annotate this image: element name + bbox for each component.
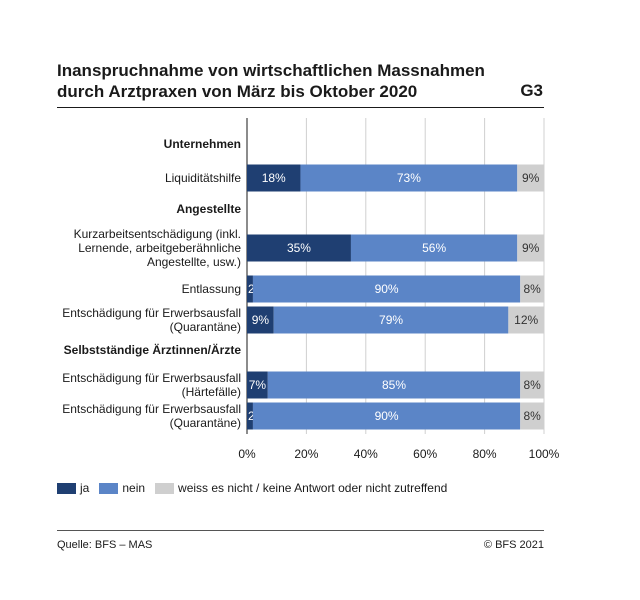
legend-item-nein: nein — [99, 481, 145, 495]
category-label: Entschädigung für Erwerbsausfall — [62, 306, 241, 320]
data-label: 90% — [375, 282, 399, 296]
bar-segment-nein — [252, 275, 521, 303]
bar-segment-weiss — [517, 164, 544, 192]
copyright-note: © BFS 2021 — [483, 539, 544, 551]
category-label: (Quarantäne) — [170, 416, 241, 430]
data-label: 56% — [422, 241, 446, 255]
legend-item-weiss: weiss es nicht / keine Antwort oder nich… — [155, 481, 447, 495]
bar-segment-ja — [247, 275, 253, 303]
x-tick-label: 80% — [473, 447, 497, 461]
data-label: 8% — [523, 282, 541, 296]
category-label: Angestellte, usw.) — [147, 255, 241, 269]
group-header: Unternehmen — [164, 137, 241, 151]
x-tick-label: 100% — [529, 447, 560, 461]
x-tick-label: 60% — [413, 447, 437, 461]
data-label: 79% — [379, 313, 403, 327]
group-header: Angestellte — [176, 202, 241, 216]
bar-segment-ja — [247, 164, 301, 192]
source-note: Quelle: BFS – MAS — [57, 539, 153, 551]
category-label: Liquiditätshilfe — [165, 171, 241, 185]
data-label: 90% — [375, 409, 399, 423]
legend-label-nein: nein — [122, 481, 146, 495]
bar-segment-ja — [247, 371, 268, 399]
legend-label-weiss: weiss es nicht / keine Antwort oder nich… — [178, 481, 448, 495]
bar-segment-ja — [247, 234, 351, 262]
bar-segment-ja — [247, 402, 253, 430]
bar-segment-nein — [300, 164, 518, 192]
legend-swatch-nein — [99, 482, 119, 494]
data-label: 9% — [522, 171, 540, 185]
chart-title: Inanspruchnahme von wirtschaftlichen Mas… — [57, 61, 485, 101]
x-tick-label: 20% — [294, 447, 318, 461]
data-label: 12% — [514, 313, 538, 327]
footer-divider — [57, 530, 544, 531]
category-label: Entlassung — [182, 282, 241, 296]
category-label: Entschädigung für Erwerbsausfall — [62, 371, 241, 385]
legend-swatch-weiss — [155, 482, 175, 494]
bar-segment-weiss — [517, 234, 544, 262]
legend-swatch-ja — [57, 482, 76, 494]
data-label: 18% — [262, 171, 286, 185]
data-label: 9% — [522, 241, 540, 255]
category-label: (Härtefälle) — [182, 385, 241, 399]
bar-segment-weiss — [520, 275, 544, 303]
category-label: Kurzarbeitsentschädigung (inkl. — [74, 227, 241, 241]
x-tick-label: 0% — [238, 447, 256, 461]
chart-code: G3 — [520, 81, 543, 100]
data-label: 8% — [523, 409, 541, 423]
category-label: Entschädigung für Erwerbsausfall — [62, 402, 241, 416]
data-label: 73% — [397, 171, 421, 185]
data-label: 7% — [249, 378, 267, 392]
group-header: Selbstständige Ärztinnen/Ärzte — [64, 342, 242, 357]
bar-segment-nein — [350, 234, 518, 262]
bar-segment-weiss — [520, 402, 544, 430]
legend-label-ja: ja — [80, 481, 90, 495]
legend-item-ja: ja — [57, 481, 89, 495]
bar-segment-weiss — [520, 371, 544, 399]
legend: ja nein weiss es nicht / keine Antwort o… — [57, 481, 457, 495]
x-tick-label: 40% — [354, 447, 378, 461]
bar-segment-nein — [273, 306, 509, 334]
category-label: (Quarantäne) — [170, 320, 241, 334]
bar-segment-nein — [267, 371, 521, 399]
bar-segment-weiss — [508, 306, 544, 334]
bar-segment-ja — [247, 306, 274, 334]
data-label: 9% — [252, 313, 270, 327]
category-label: Lernende, arbeitgeberähnliche — [78, 241, 241, 255]
data-label: 35% — [287, 241, 311, 255]
data-label: 8% — [523, 378, 541, 392]
data-label: 85% — [382, 378, 406, 392]
title-divider — [57, 107, 544, 108]
bar-segment-nein — [252, 402, 521, 430]
